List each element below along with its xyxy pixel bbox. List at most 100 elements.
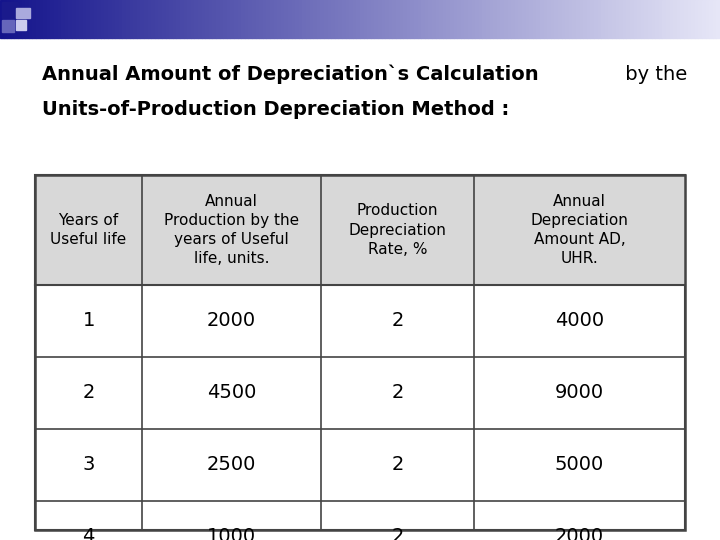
Bar — [29, 0, 32, 38]
Bar — [317, 0, 320, 38]
Bar — [598, 0, 601, 38]
Bar — [526, 0, 529, 38]
Text: 1000: 1000 — [207, 528, 256, 540]
Bar — [14, 0, 18, 38]
Bar — [144, 0, 148, 38]
Bar — [360, 0, 364, 38]
Bar — [0, 0, 4, 38]
Bar — [50, 0, 54, 38]
Bar — [536, 0, 540, 38]
Bar — [245, 0, 248, 38]
Bar — [108, 0, 112, 38]
Bar — [432, 0, 436, 38]
Bar — [547, 0, 551, 38]
Bar — [713, 0, 716, 38]
Bar — [184, 0, 187, 38]
Bar — [349, 0, 353, 38]
Text: by the: by the — [619, 65, 688, 84]
Bar — [130, 0, 133, 38]
Bar — [115, 0, 119, 38]
Bar — [328, 0, 331, 38]
Bar — [392, 0, 396, 38]
Bar — [58, 0, 61, 38]
Bar — [684, 0, 688, 38]
Bar — [166, 0, 169, 38]
Bar — [324, 0, 328, 38]
Bar — [364, 0, 367, 38]
Bar — [655, 0, 659, 38]
Bar — [288, 0, 292, 38]
Bar — [486, 0, 490, 38]
Bar — [112, 0, 115, 38]
Bar — [86, 0, 90, 38]
Bar — [256, 0, 259, 38]
Text: 4: 4 — [82, 528, 95, 540]
Bar — [151, 0, 155, 38]
Bar — [706, 0, 709, 38]
Bar — [22, 0, 25, 38]
Bar — [529, 0, 533, 38]
Bar — [36, 0, 40, 38]
Bar — [590, 0, 594, 38]
Bar — [608, 0, 612, 38]
Bar — [54, 0, 58, 38]
Bar — [313, 0, 317, 38]
Bar — [511, 0, 515, 38]
Bar — [612, 0, 616, 38]
Bar — [446, 0, 450, 38]
Bar — [47, 0, 50, 38]
Bar — [104, 0, 108, 38]
Bar — [374, 0, 378, 38]
Bar — [630, 0, 634, 38]
Bar — [497, 0, 500, 38]
Bar — [648, 0, 652, 38]
Bar — [414, 0, 418, 38]
Bar — [122, 0, 126, 38]
Bar — [544, 0, 547, 38]
Bar — [40, 0, 43, 38]
Bar — [155, 0, 158, 38]
Bar — [439, 0, 443, 38]
Bar — [490, 0, 493, 38]
Bar — [385, 0, 389, 38]
Bar — [569, 0, 572, 38]
Bar — [353, 0, 356, 38]
Bar — [493, 0, 497, 38]
Bar — [140, 0, 144, 38]
Bar — [173, 0, 176, 38]
Bar — [482, 0, 486, 38]
Bar — [187, 0, 191, 38]
Bar — [252, 0, 256, 38]
Bar — [342, 0, 346, 38]
Bar — [198, 0, 202, 38]
Bar — [716, 0, 720, 38]
Bar — [594, 0, 598, 38]
Bar — [554, 0, 558, 38]
Bar — [428, 0, 432, 38]
Bar — [454, 0, 457, 38]
Bar — [295, 0, 299, 38]
Bar — [299, 0, 302, 38]
Bar — [508, 0, 511, 38]
Bar — [695, 0, 698, 38]
Bar — [540, 0, 544, 38]
Bar — [16, 8, 30, 18]
Bar — [16, 20, 26, 30]
Bar — [421, 0, 425, 38]
Bar — [176, 0, 180, 38]
Text: 1: 1 — [82, 312, 95, 330]
Bar — [230, 0, 234, 38]
Bar — [126, 0, 130, 38]
Bar — [666, 0, 670, 38]
Bar — [209, 0, 212, 38]
Bar — [241, 0, 245, 38]
Text: 2000: 2000 — [555, 528, 604, 540]
Bar — [274, 0, 277, 38]
Bar — [335, 0, 338, 38]
Bar — [407, 0, 410, 38]
Bar — [464, 0, 468, 38]
Bar — [4, 0, 7, 38]
Bar — [396, 0, 400, 38]
Bar — [284, 0, 288, 38]
Bar — [457, 0, 461, 38]
